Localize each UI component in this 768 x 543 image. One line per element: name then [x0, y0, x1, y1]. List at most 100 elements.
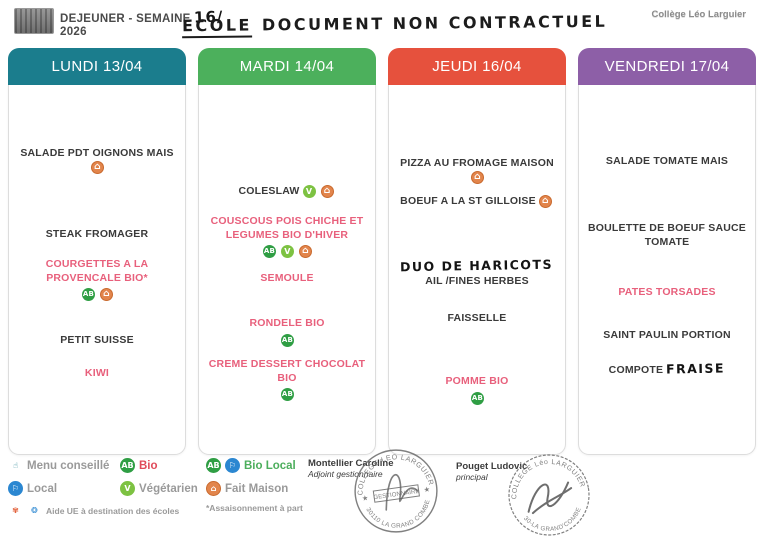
- menu-item-text: COMPOTE FRAISE: [608, 360, 726, 376]
- legend-item-menu-conseill: ☝ Menu conseillé: [8, 458, 109, 473]
- legend-label: Bio Local: [244, 459, 296, 472]
- signature-name: Pouget Ludovic: [456, 461, 528, 472]
- title-block: DEJEUNER - SEMAINE 16/ 2026: [60, 7, 223, 38]
- legend-label: Aide UE à destination des écoles: [46, 505, 180, 516]
- annotation-rest: DOCUMENT NON CONTRACTUEL: [261, 11, 608, 35]
- menu-item-icons: AB: [205, 333, 369, 348]
- fait-maison-icon: ⌂: [320, 185, 334, 198]
- local-icon: ⚐: [8, 481, 23, 496]
- menu-item: COLESLAW V ⌂: [205, 185, 369, 199]
- bio-icon: AB: [206, 458, 221, 473]
- handwritten-text: FRAISE: [666, 360, 726, 377]
- legend-label: Local: [27, 482, 58, 495]
- menu-item: COMPOTE FRAISE: [585, 360, 749, 378]
- fait-maison-icon: ⌂: [538, 195, 552, 208]
- menu-item: RONDELE BIO AB: [205, 317, 369, 348]
- menu-item-text: PETIT SUISSE: [60, 334, 134, 346]
- stamp-top-text: COLLEGE Léo LARGUIER: [505, 453, 586, 501]
- title-text: DEJEUNER - SEMAINE: [60, 13, 191, 25]
- menu-item-text: BOEUF A LA ST GILLOISE ⌂: [400, 195, 554, 208]
- menu-item-text: SAINT PAULIN PORTION: [603, 329, 731, 341]
- handwritten-annotation: ECOLE DOCUMENT NON CONTRACTUEL: [181, 11, 608, 39]
- menu-item: PETIT SUISSE: [15, 334, 179, 348]
- menu-item-text: BOULETTE DE BOEUF SAUCE TOMATE: [587, 222, 747, 248]
- signature-block-principal: Pouget Ludovic principal: [456, 461, 527, 482]
- stamp-star-right: ★: [423, 485, 430, 494]
- legend-label: *Assaisonnement à part: [206, 503, 303, 513]
- svg-text:COLLEGE Léo LARGUIER: COLLEGE Léo LARGUIER: [505, 453, 586, 501]
- eu-icon: ❂: [31, 505, 38, 515]
- stamp-bottom-text: 30-LA GRAND'COMBE: [521, 505, 586, 537]
- menu-item: COURGETTES A LA PROVENCALE BIO* AB ⌂: [15, 258, 179, 302]
- stamp-star-left: ★: [361, 494, 368, 503]
- menu-item-text: COURGETTES A LA PROVENCALE BIO*: [45, 258, 149, 284]
- menu-item: SAINT PAULIN PORTION: [585, 329, 749, 343]
- signature-block-gestionnaire: Montellier Caroline Adjoint gestionnaire: [308, 458, 394, 479]
- signature-scribble: [385, 474, 419, 511]
- stamp-ring: [508, 454, 590, 536]
- menu-item-text: COUSCOUS POIS CHICHE ET LEGUMES BIO D'HI…: [210, 215, 364, 241]
- fruit-icon: ✾: [12, 505, 19, 515]
- menu-conseille-icon: ☝: [13, 460, 18, 470]
- vegetarien-icon: V: [120, 481, 135, 496]
- signature-role: Adjoint gestionnaire: [308, 469, 383, 479]
- menu-item: SEMOULE: [205, 272, 369, 286]
- fait-maison-icon: ⌂: [471, 170, 484, 184]
- day-body: SALADE PDT OIGNONS MAIS⌂ STEAK FROMAGER CO…: [8, 85, 186, 455]
- menu-item-text: FAISSELLE: [447, 312, 507, 324]
- vegetarien-icon: V: [302, 185, 316, 198]
- day-body: PIZZA AU FROMAGE MAISON⌂ BOEUF A LA ST GI…: [388, 85, 566, 455]
- menu-item-text: COLESLAW V ⌂: [238, 185, 335, 198]
- menu-item: KIWI: [15, 367, 179, 381]
- menu-item: CREME DESSERT CHOCOLAT BIO AB: [205, 358, 369, 402]
- menu-item: POMME BIO AB: [395, 375, 559, 406]
- legend: ☝ Menu conseillé AB Bio AB ⚐ Bio Local ⚐ Local V V…: [8, 458, 318, 528]
- menu-item: PIZZA AU FROMAGE MAISON⌂: [395, 157, 559, 185]
- legend-item-bio-local: AB ⚐ Bio Local: [206, 458, 296, 473]
- school-logo: [14, 8, 54, 34]
- stamp-gestionnaire: COLLEGE LEO LARGUIER 30110 LA GRAND COMB…: [351, 448, 438, 534]
- stamp-ring: [354, 449, 438, 533]
- day-header: VENDREDI 17/04: [578, 48, 756, 85]
- handwritten-text: DUO DE HARICOTS: [400, 256, 554, 275]
- signature-role: principal: [456, 472, 488, 482]
- bio-icon: AB: [281, 333, 294, 347]
- fait-maison-icon: ⌂: [299, 245, 312, 259]
- signature-name: Montellier Caroline: [308, 458, 394, 469]
- day-column-4: VENDREDI 17/04 SALADE TOMATE MAIS BOULETTE…: [578, 48, 756, 455]
- menu-item-text: SALADE PDT OIGNONS MAIS⌂: [20, 147, 174, 174]
- legend-label: Végétarien: [139, 482, 198, 495]
- menu-item-text: KIWI: [84, 367, 110, 379]
- day-body: COLESLAW V ⌂ COUSCOUS POIS CHICHE ET LEGUME…: [198, 85, 376, 455]
- legend-item-fait-maison: ⌂ Fait Maison: [206, 481, 288, 496]
- day-column-2: MARDI 14/04 COLESLAW V ⌂ COUSCOUS POIS CHICH…: [198, 48, 376, 455]
- legend-item-assaisonnement-part: *Assaisonnement à part: [206, 503, 303, 513]
- vegetarien-icon: V: [281, 245, 294, 259]
- printed-text: COMPOTE: [608, 364, 667, 376]
- legend-item-local: ⚐ Local: [8, 481, 57, 496]
- menu-item-icons: AB V ⌂: [205, 245, 369, 259]
- menu-item: SALADE PDT OIGNONS MAIS⌂: [15, 147, 179, 175]
- menu-item-text: CREME DESSERT CHOCOLAT BIO: [208, 358, 366, 384]
- annotation-ecole: ECOLE: [181, 15, 253, 39]
- menu-item-text: SALADE TOMATE MAIS: [605, 155, 729, 167]
- bio-icon: AB: [281, 388, 294, 402]
- menu-item-text: PATES TORSADES: [618, 286, 716, 298]
- menu-item: DUO DE HARICOTS AIL /FINES HERBES: [395, 256, 559, 288]
- fait-maison-icon: ⌂: [100, 288, 113, 302]
- day-header: JEUDI 16/04: [388, 48, 566, 85]
- svg-text:30110 LA GRAND COMBE: 30110 LA GRAND COMBE: [364, 498, 435, 534]
- menu-item-text: POMME BIO: [445, 375, 509, 387]
- stamp-principal: COLLEGE Léo LARGUIER 30-LA GRAND'COMBE: [505, 453, 590, 538]
- menu-item-text: PIZZA AU FROMAGE MAISON⌂: [400, 157, 554, 184]
- document-title: DEJEUNER - SEMAINE 16/: [60, 7, 223, 26]
- fait-maison-icon: ⌂: [91, 160, 104, 174]
- menu-item-text: RONDELE BIO: [249, 317, 325, 329]
- stamp-bottom-text: 30110 LA GRAND COMBE: [364, 498, 435, 534]
- day-header: MARDI 14/04: [198, 48, 376, 85]
- bio-icon: AB: [263, 245, 276, 259]
- menu-item: SALADE TOMATE MAIS: [585, 155, 749, 169]
- legend-item-v-g-tarien: V Végétarien: [120, 481, 198, 496]
- local-icon: ⚐: [225, 458, 240, 473]
